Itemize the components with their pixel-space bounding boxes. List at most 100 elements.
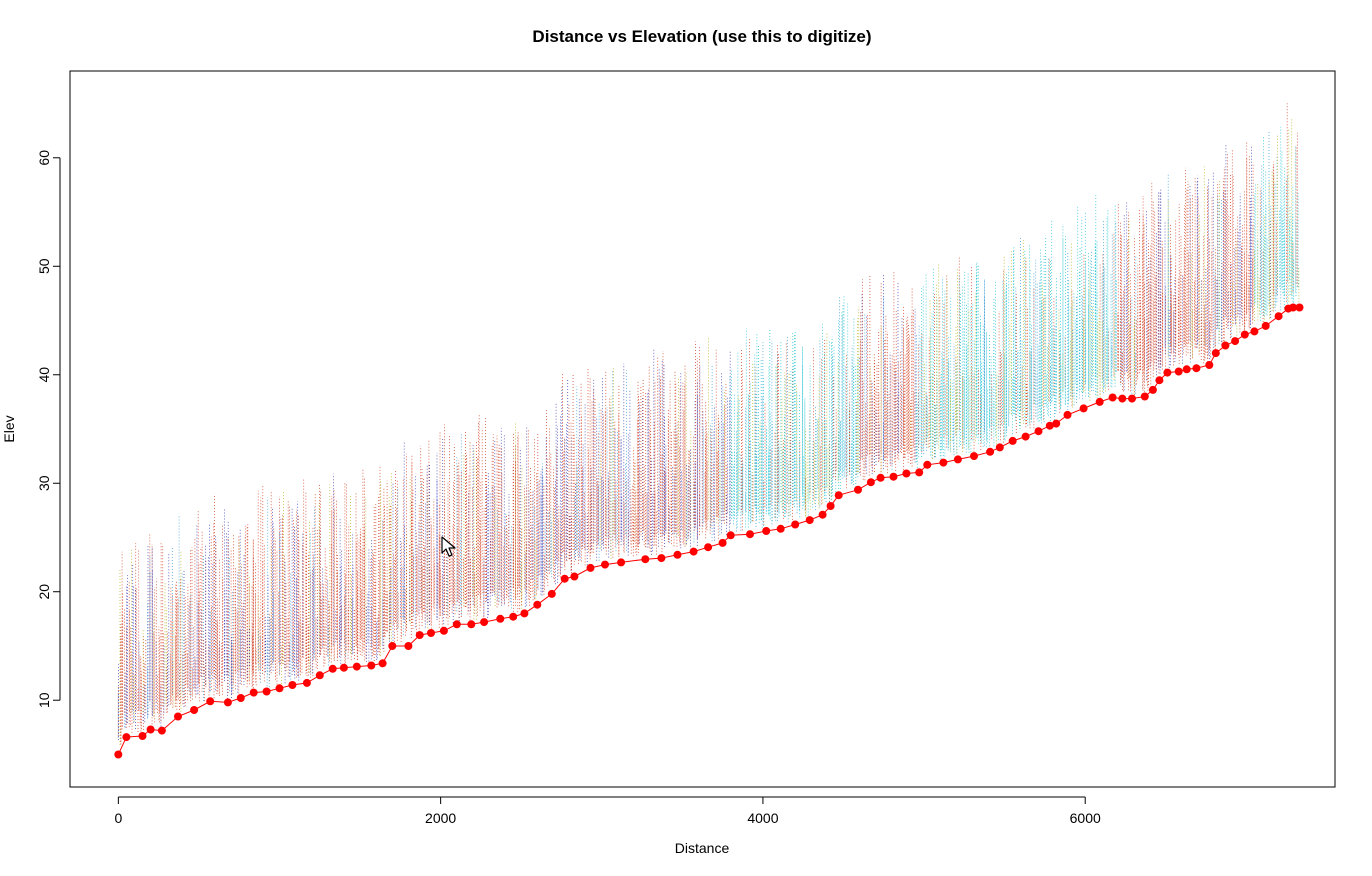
data-point <box>547 589 556 598</box>
data-point <box>986 447 995 456</box>
data-point <box>275 684 284 693</box>
data-point <box>114 750 123 759</box>
y-tick-label: 40 <box>36 367 52 383</box>
data-point <box>826 502 835 510</box>
data-point <box>339 663 348 672</box>
data-point <box>818 510 827 519</box>
data-point <box>641 555 650 564</box>
data-point <box>1118 394 1127 403</box>
data-point <box>953 455 962 464</box>
data-point <box>902 469 911 478</box>
data-point <box>1221 341 1230 350</box>
x-tick-label: 2000 <box>425 810 456 826</box>
data-point <box>689 547 698 556</box>
data-point <box>995 443 1004 452</box>
data-point <box>1295 303 1304 312</box>
y-tick-label: 10 <box>36 692 52 708</box>
data-point <box>1045 421 1054 430</box>
data-point <box>1250 327 1259 336</box>
data-point <box>1140 392 1149 401</box>
data-point <box>1205 361 1214 369</box>
x-tick-label: 4000 <box>747 810 778 826</box>
data-point <box>1274 312 1283 321</box>
y-axis: 10 20 30 40 50 60 <box>36 150 61 708</box>
data-point <box>1261 321 1270 330</box>
data-point <box>262 687 271 696</box>
data-point <box>367 661 376 670</box>
data-point <box>288 681 297 689</box>
data-point <box>704 543 713 552</box>
data-point <box>190 706 199 714</box>
data-point <box>570 572 579 581</box>
data-point <box>866 478 875 487</box>
y-tick-label: 30 <box>36 475 52 491</box>
data-point <box>617 558 626 567</box>
data-point <box>1174 367 1183 376</box>
data-point <box>776 524 785 533</box>
data-point <box>509 612 518 621</box>
data-point <box>1148 385 1157 394</box>
y-tick-label: 60 <box>36 150 52 166</box>
data-point <box>467 620 476 629</box>
data-point <box>1108 393 1117 402</box>
data-point <box>157 726 166 735</box>
data-point <box>1155 376 1164 385</box>
data-point <box>174 712 182 721</box>
data-point <box>1240 330 1249 339</box>
plot-area-frame <box>69 70 1336 788</box>
data-point <box>1021 432 1030 441</box>
data-point <box>1128 394 1136 403</box>
data-point <box>854 485 862 494</box>
data-point <box>315 671 324 680</box>
data-point <box>427 629 435 637</box>
data-point <box>1034 427 1043 436</box>
data-point <box>146 725 155 734</box>
data-point <box>138 732 147 740</box>
y-tick-label: 20 <box>36 584 52 600</box>
data-point <box>560 574 569 583</box>
data-point <box>876 473 885 482</box>
data-point <box>1211 349 1220 358</box>
data-point <box>673 550 682 559</box>
data-point <box>1079 404 1088 413</box>
data-point <box>1052 419 1061 428</box>
data-point <box>404 642 413 650</box>
data-point <box>1231 337 1240 346</box>
data-point <box>915 468 924 477</box>
data-point <box>236 694 245 702</box>
y-axis-label: Elev <box>1 415 17 442</box>
x-tick-label: 6000 <box>1070 810 1101 826</box>
data-point <box>939 458 948 467</box>
data-point <box>889 472 898 481</box>
data-point <box>718 538 727 547</box>
data-point <box>415 631 424 640</box>
data-point <box>378 659 387 668</box>
data-point <box>122 733 131 742</box>
data-point <box>834 491 843 500</box>
x-tick-label: 0 <box>114 810 122 826</box>
data-point <box>249 688 258 697</box>
data-point <box>439 626 448 635</box>
data-point <box>1289 303 1298 312</box>
chart-title: Distance vs Elevation (use this to digit… <box>532 27 871 46</box>
data-point <box>1008 436 1017 445</box>
data-point <box>520 609 529 618</box>
data-point <box>496 614 505 623</box>
elevation-point-cloud <box>117 103 1300 745</box>
data-point <box>352 662 361 671</box>
y-tick-label: 50 <box>36 258 52 274</box>
data-point <box>452 620 461 629</box>
data-point <box>805 516 814 525</box>
data-point <box>1192 364 1201 373</box>
data-point <box>223 698 232 707</box>
mouse-pointer-icon <box>441 536 456 557</box>
data-point <box>601 560 609 569</box>
data-point <box>970 452 978 461</box>
data-point <box>1095 397 1104 406</box>
data-point <box>302 678 311 687</box>
data-point <box>1182 365 1191 374</box>
data-point <box>746 530 754 539</box>
digitized-series <box>114 303 1304 759</box>
data-point <box>726 531 735 540</box>
x-axis-label: Distance <box>675 840 730 856</box>
